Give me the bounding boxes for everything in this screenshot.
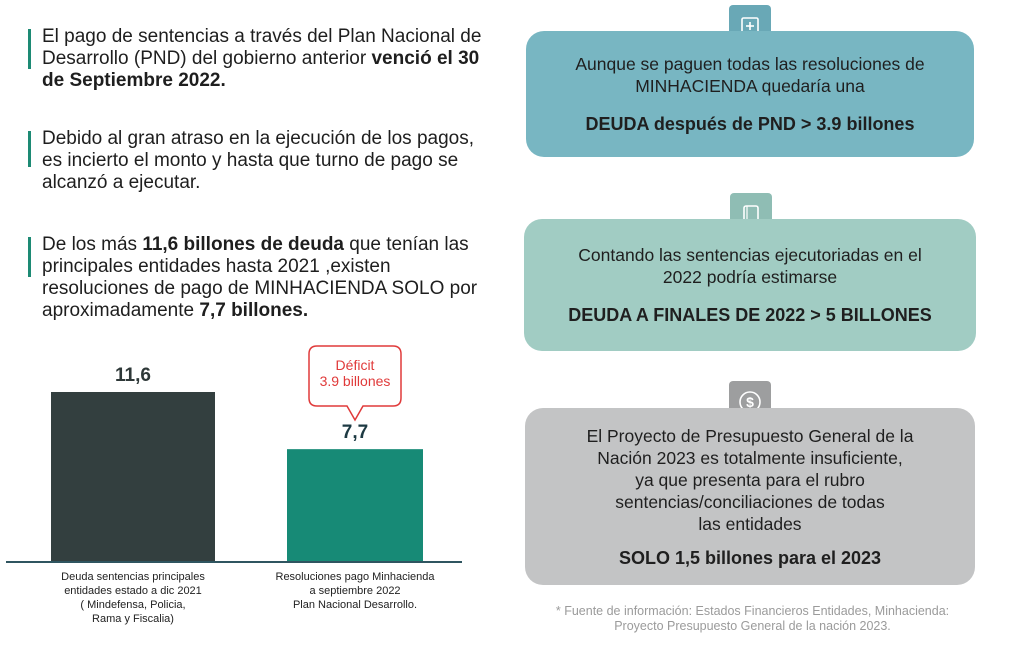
box3-line: las entidades [698,513,802,534]
bar [51,392,215,562]
box2-line: Contando las sentencias ejecutoriadas en… [578,245,922,265]
accent-bar [28,29,31,69]
box3-strong: SOLO 1,5 billones para el 2023 [618,547,882,568]
category-label: Rama y Fiscalia) [92,613,174,625]
box2-text: Contando las sentencias ejecutoriadas en… [578,244,921,288]
box3-line: sentencias/conciliaciones de todas [615,491,885,512]
category-label: Resoluciones pago Minhacienda [276,571,436,583]
bar [287,449,423,562]
deficit-callout [308,345,402,422]
category-label: a septiembre 2022 [309,585,400,597]
deficit-callout-text: Déficit [336,357,375,373]
box1-line: Aunque se paguen todas las resoluciones … [575,54,925,74]
svg-text:$: $ [746,394,754,410]
box3-line: ya que presenta para el rubro [635,469,865,490]
p1-bold: venció el 30 de Septiembre 2022. [42,48,480,91]
accent-bar [28,131,31,167]
box3-line: Nación 2023 es totalmente insuficiente, [597,447,903,468]
box1-line: MINHACIENDA quedaría una [635,76,865,96]
p2-text: Debido al gran atraso en la ejecución de… [42,128,475,193]
category-label: Deuda sentencias principales [61,571,205,583]
accent-bar [28,237,31,277]
source-footnote: * Fuente de información: Estados Financi… [505,604,1000,634]
info-box-budget-2023: El Proyecto de Presupuesto General de la… [525,408,975,585]
p3-text-b: que tenían las principales entidades has… [42,234,478,321]
bar-value-label: 11,6 [115,365,151,386]
box1-strong: DEUDA después de PND > 3.9 billones [585,114,915,134]
category-label: Plan Nacional Desarrollo. [293,599,417,611]
info-box-debt-after-pnd: Aunque se paguen todas las resoluciones … [526,31,974,157]
box2-strong: DEUDA A FINALES DE 2022 > 5 BILLONES [568,305,932,325]
p1-text: El pago de sentencias a través del Plan … [42,26,482,69]
box2-line: 2022 podría estimarse [662,267,838,287]
footnote-line: Proyecto Presupuesto General de la nació… [614,619,891,633]
p3-bold-a: 11,6 billones de deuda [142,234,344,255]
footnote-line: * Fuente de información: Estados Financi… [555,604,950,618]
info-box-debt-end-2022: Contando las sentencias ejecutoriadas en… [524,219,976,351]
p3-text-a: De los más [42,234,143,255]
category-label: ( Mindefensa, Policia, [80,599,185,611]
paragraph-debt: De los más 11,6 billones de deuda que te… [28,234,482,322]
box3-line: El Proyecto de Presupuesto General de la [586,425,914,446]
deficit-callout-text: 3.9 billones [320,373,391,389]
paragraph-pnd-deadline: El pago de sentencias a través del Plan … [28,26,482,92]
bar-value-label: 7,7 [342,422,368,443]
box1-text: Aunque se paguen todas las resoluciones … [575,53,924,97]
category-label: entidades estado a dic 2021 [64,585,202,597]
p3-bold-b: 7,7 billones. [199,300,309,321]
debt-bar-chart: 11,6 Deuda sentencias principales entidade… [6,345,462,625]
paragraph-delay: Debido al gran atraso en la ejecución de… [28,128,482,194]
box3-text: El Proyecto de Presupuesto General de la… [587,425,914,535]
